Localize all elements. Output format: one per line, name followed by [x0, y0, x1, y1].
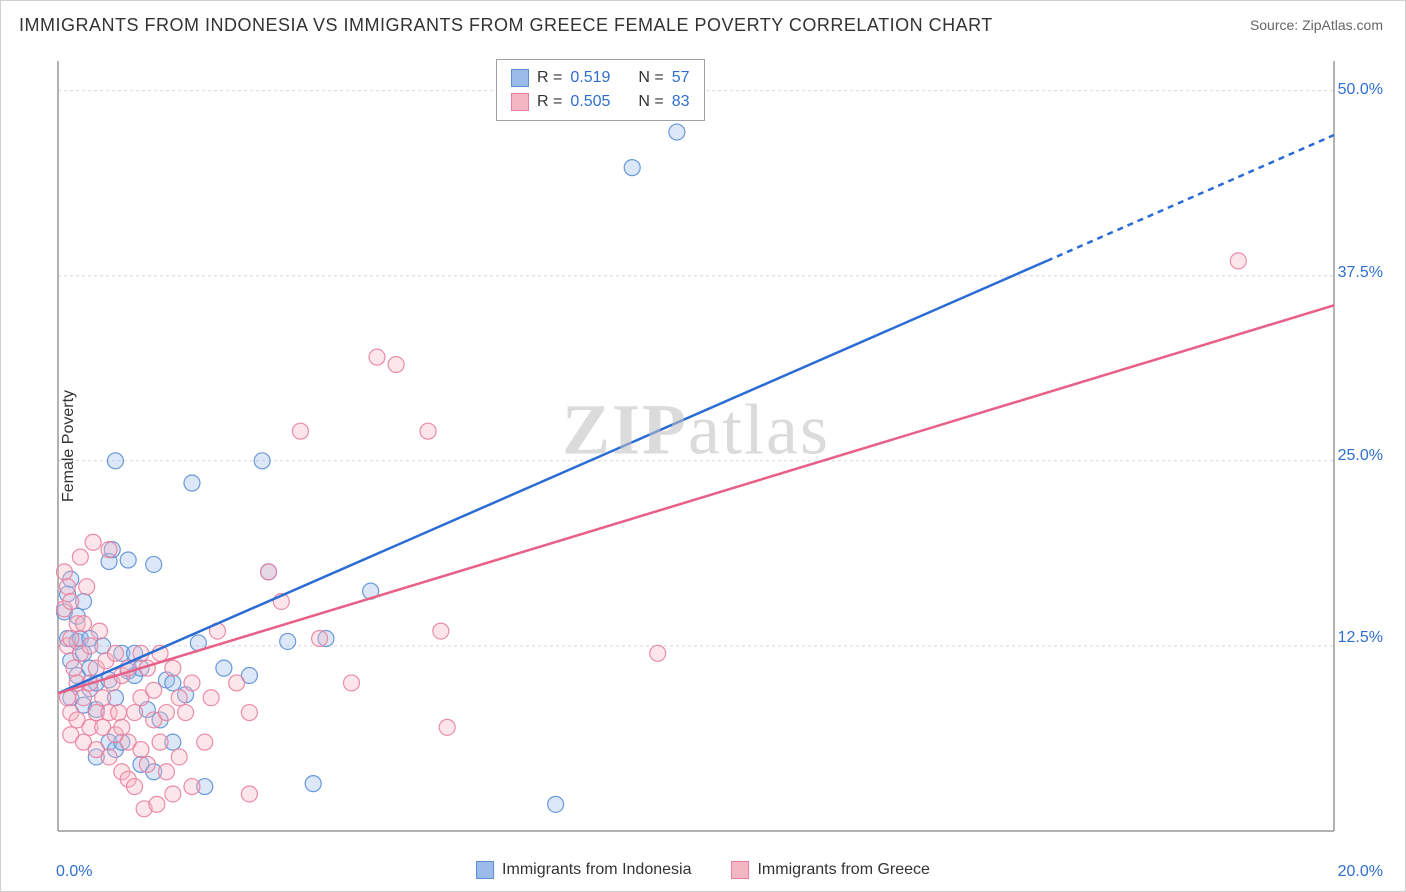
chart-title: IMMIGRANTS FROM INDONESIA VS IMMIGRANTS …: [19, 15, 993, 36]
n-label: N =: [638, 90, 663, 114]
chart-card: IMMIGRANTS FROM INDONESIA VS IMMIGRANTS …: [0, 0, 1406, 892]
r-label: R =: [537, 90, 562, 114]
y-tick-label: 50.0%: [1338, 81, 1383, 99]
x-tick-min: 0.0%: [56, 863, 92, 881]
source-attribution: Source: ZipAtlas.com: [1250, 17, 1383, 33]
legend-swatch-icon: [511, 69, 529, 87]
r-value: 0.505: [570, 90, 610, 114]
r-label: R =: [537, 66, 562, 90]
source-link[interactable]: ZipAtlas.com: [1302, 17, 1383, 33]
series-legend-label: Immigrants from Indonesia: [502, 861, 691, 879]
y-tick-label: 25.0%: [1338, 447, 1383, 465]
n-label: N =: [638, 66, 663, 90]
r-value: 0.519: [570, 66, 610, 90]
n-value: 83: [672, 90, 690, 114]
series-legend: Immigrants from Indonesia Immigrants from…: [476, 861, 930, 879]
legend-swatch-icon: [511, 93, 529, 111]
legend-stats-row: R = 0.519 N = 57: [511, 66, 690, 90]
scatter-svg: [56, 56, 1336, 836]
x-tick-max: 20.0%: [1338, 863, 1383, 881]
series-legend-item: Immigrants from Indonesia: [476, 861, 691, 879]
y-tick-label: 37.5%: [1338, 264, 1383, 282]
legend-stats-row: R = 0.505 N = 83: [511, 90, 690, 114]
n-value: 57: [672, 66, 690, 90]
series-legend-label: Immigrants from Greece: [757, 861, 929, 879]
legend-swatch-icon: [476, 861, 494, 879]
correlation-legend: R = 0.519 N = 57 R = 0.505 N = 83: [496, 59, 705, 121]
y-tick-label: 12.5%: [1338, 629, 1383, 647]
legend-swatch-icon: [731, 861, 749, 879]
series-legend-item: Immigrants from Greece: [731, 861, 929, 879]
source-label: Source:: [1250, 17, 1302, 33]
plot-area: ZIPatlas: [56, 56, 1336, 836]
